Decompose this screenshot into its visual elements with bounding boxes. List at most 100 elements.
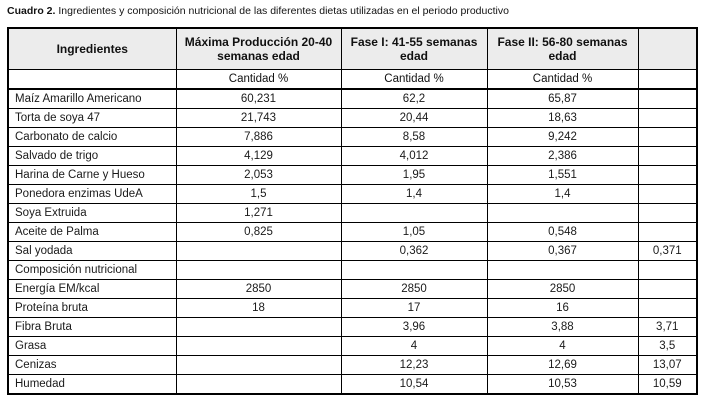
value-cell: 0,825 — [175, 222, 342, 242]
value-cell: 10,53 — [486, 374, 639, 395]
ingredient-name-cell: Grasa — [7, 336, 177, 356]
value-cell: 3,71 — [637, 317, 698, 337]
value-cell — [637, 165, 698, 185]
value-cell — [637, 108, 698, 128]
table-row: Aceite de Palma 0,825 1,05 0,548 — [7, 222, 698, 242]
value-cell: 17 — [340, 298, 488, 318]
table-caption-text: Ingredientes y composición nutricional d… — [55, 5, 509, 17]
value-cell — [486, 203, 639, 223]
value-cell — [637, 184, 698, 204]
value-cell: 1,5 — [175, 184, 342, 204]
ingredient-name-cell: Humedad — [7, 374, 177, 395]
value-cell: 4,012 — [340, 146, 488, 166]
table-row: Energía EM/kcal 2850 2850 2850 — [7, 279, 698, 299]
value-cell: 0,548 — [486, 222, 639, 242]
ingredient-name-cell: Maíz Amarillo Americano — [7, 88, 177, 109]
value-cell: 20,44 — [340, 108, 488, 128]
table-row: Maíz Amarillo Americano 60,231 62,2 65,87 — [7, 88, 698, 109]
value-cell: 18 — [175, 298, 342, 318]
nutrition-table: Ingredientes Máxima Producción 20-40 sem… — [7, 27, 698, 395]
ingredient-name-cell: Ponedora enzimas UdeA — [7, 184, 177, 204]
table-row: Composición nutricional — [7, 260, 698, 280]
table-row: Carbonato de calcio 7,886 8,58 9,242 — [7, 127, 698, 147]
table-row: Salvado de trigo 4,129 4,012 2,386 — [7, 146, 698, 166]
value-cell: 2,386 — [486, 146, 639, 166]
table-row: Cenizas 12,23 12,69 13,07 — [7, 355, 698, 375]
ingredient-name-cell: Harina de Carne y Hueso — [7, 165, 177, 185]
value-cell — [175, 260, 342, 280]
subheader-row: Cantidad % Cantidad % Cantidad % — [7, 69, 698, 90]
table-caption: Cuadro 2. Ingredientes y composición nut… — [7, 5, 509, 18]
ingredient-name-cell: Aceite de Palma — [7, 222, 177, 242]
value-cell: 4 — [340, 336, 488, 356]
subheader-cell-empty-right — [637, 69, 698, 90]
ingredient-name-cell: Salvado de trigo — [7, 146, 177, 166]
value-cell — [175, 317, 342, 337]
value-cell: 0,367 — [486, 241, 639, 261]
value-cell: 60,231 — [175, 88, 342, 109]
ingredient-name-cell: Torta de soya 47 — [7, 108, 177, 128]
value-cell: 3,88 — [486, 317, 639, 337]
value-cell: 13,07 — [637, 355, 698, 375]
value-cell: 2850 — [340, 279, 488, 299]
value-cell — [175, 374, 342, 395]
value-cell: 0,371 — [637, 241, 698, 261]
column-header-maxima-produccion: Máxima Producción 20-40 semanas edad — [175, 27, 342, 70]
subheader-cell-cantidad-3: Cantidad % — [486, 69, 639, 90]
value-cell — [637, 298, 698, 318]
column-header-fase-2: Fase II: 56-80 semanas edad — [486, 27, 639, 70]
column-header-fase-1: Fase I: 41-55 semanas edad — [340, 27, 488, 70]
value-cell: 1,271 — [175, 203, 342, 223]
table-row: Harina de Carne y Hueso 2,053 1,95 1,551 — [7, 165, 698, 185]
value-cell — [637, 222, 698, 242]
table-row: Humedad 10,54 10,53 10,59 — [7, 374, 698, 395]
table-row: Ponedora enzimas UdeA 1,5 1,4 1,4 — [7, 184, 698, 204]
value-cell: 7,886 — [175, 127, 342, 147]
ingredient-name-cell: Fibra Bruta — [7, 317, 177, 337]
value-cell: 1,4 — [486, 184, 639, 204]
value-cell — [175, 336, 342, 356]
value-cell: 62,2 — [340, 88, 488, 109]
ingredient-name-cell: Composición nutricional — [7, 260, 177, 280]
table-caption-label: Cuadro 2. — [7, 5, 56, 17]
value-cell — [340, 260, 488, 280]
value-cell — [637, 146, 698, 166]
value-cell — [637, 203, 698, 223]
value-cell — [637, 88, 698, 109]
value-cell: 9,242 — [486, 127, 639, 147]
value-cell: 16 — [486, 298, 639, 318]
ingredient-name-cell: Soya Extruida — [7, 203, 177, 223]
column-header-ingredientes: Ingredientes — [7, 27, 177, 70]
subheader-cell-cantidad-2: Cantidad % — [340, 69, 488, 90]
ingredient-name-cell: Sal yodada — [7, 241, 177, 261]
table-row: Soya Extruida 1,271 — [7, 203, 698, 223]
table-row: Torta de soya 47 21,743 20,44 18,63 — [7, 108, 698, 128]
value-cell — [637, 279, 698, 299]
value-cell: 65,87 — [486, 88, 639, 109]
table-row: Grasa 4 4 3,5 — [7, 336, 698, 356]
value-cell — [637, 127, 698, 147]
column-header-empty — [637, 27, 698, 70]
ingredient-name-cell: Cenizas — [7, 355, 177, 375]
value-cell: 1,551 — [486, 165, 639, 185]
value-cell — [637, 260, 698, 280]
value-cell: 18,63 — [486, 108, 639, 128]
ingredient-name-cell: Proteína bruta — [7, 298, 177, 318]
value-cell: 4,129 — [175, 146, 342, 166]
value-cell: 2850 — [175, 279, 342, 299]
table-row: Proteína bruta 18 17 16 — [7, 298, 698, 318]
subheader-cell-cantidad-1: Cantidad % — [175, 69, 342, 90]
header-row: Ingredientes Máxima Producción 20-40 sem… — [7, 27, 698, 70]
table-row: Sal yodada 0,362 0,367 0,371 — [7, 241, 698, 261]
value-cell: 10,59 — [637, 374, 698, 395]
value-cell — [340, 203, 488, 223]
value-cell: 12,69 — [486, 355, 639, 375]
value-cell: 1,95 — [340, 165, 488, 185]
value-cell: 1,05 — [340, 222, 488, 242]
subheader-cell-empty — [7, 69, 177, 90]
value-cell: 8,58 — [340, 127, 488, 147]
value-cell: 2850 — [486, 279, 639, 299]
ingredient-name-cell: Energía EM/kcal — [7, 279, 177, 299]
value-cell: 4 — [486, 336, 639, 356]
